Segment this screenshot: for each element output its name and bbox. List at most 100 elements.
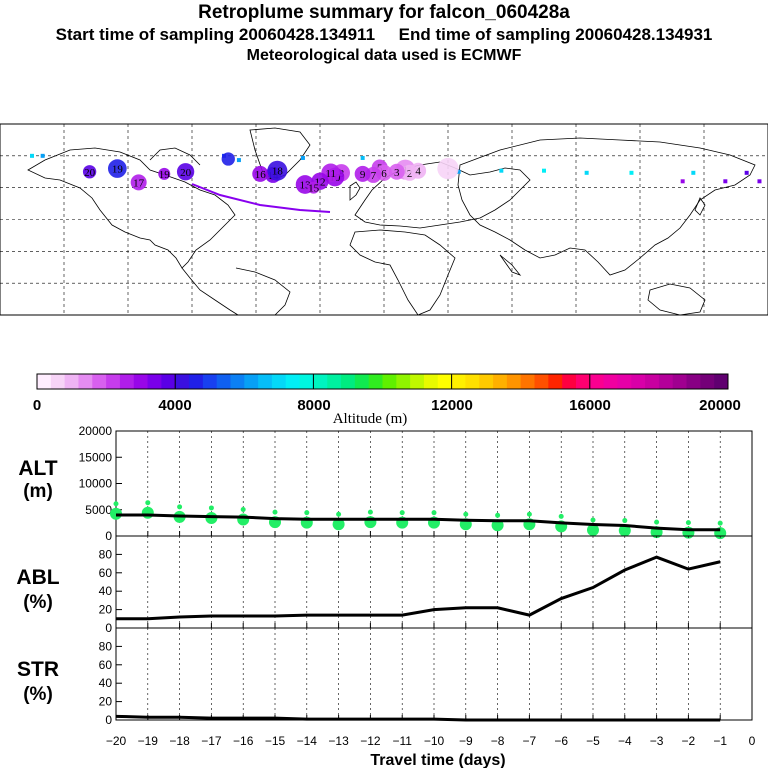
- alt-marker-small: [399, 510, 405, 516]
- y-tick-label: 15000: [79, 450, 113, 464]
- x-tick-label: −7: [523, 734, 537, 748]
- colorbar-ticks: [36, 374, 729, 389]
- plume-point-label: 12: [315, 176, 326, 188]
- plume-dot: [456, 169, 461, 174]
- alt-marker-small: [590, 517, 596, 523]
- retroplume-points: 12345678910111213141516171819201920: [82, 152, 459, 195]
- plume-point-label: 9: [360, 169, 366, 181]
- panel-ylabel-bottom: (m): [23, 481, 53, 502]
- alt-marker: [237, 513, 250, 526]
- y-tick-label: 20: [99, 695, 113, 709]
- plume-dot: [723, 179, 728, 184]
- colorbar-cell: [465, 374, 480, 389]
- colorbar-cell: [92, 374, 107, 389]
- alt-marker-small: [685, 520, 691, 526]
- colorbar-cell: [534, 374, 549, 389]
- alt-marker-small: [463, 511, 469, 517]
- plume-point-label: 20: [84, 167, 96, 179]
- plume-point-label: 16: [255, 169, 267, 181]
- colorbar-cell: [161, 374, 176, 389]
- colorbar-cell: [202, 374, 218, 389]
- cb-label-20000: 20000: [699, 397, 741, 414]
- plume-dot: [30, 153, 34, 158]
- alt-marker: [618, 524, 631, 537]
- sampling-times: Start time of sampling 20060428.134911 E…: [0, 25, 768, 45]
- alt-marker: [332, 518, 345, 531]
- panel-ylabel-bottom: (%): [23, 592, 53, 613]
- colorbar-cell: [548, 374, 563, 389]
- plume-dot: [300, 155, 305, 160]
- panel-str: 0 20 40 60 80 STR (%): [17, 627, 753, 727]
- y-tick-label: 20: [99, 603, 113, 617]
- plume-dot: [40, 153, 45, 158]
- plume-point-label: 19: [159, 169, 171, 181]
- colorbar-cell: [396, 374, 411, 389]
- x-axis-tick-labels: −20 −19 −18 −17 −16 −15 −14 −13 −12 −11 −10 −9 −8 −7−…: [106, 734, 756, 748]
- plume-dot: [236, 158, 241, 163]
- retroplume-point: 4: [410, 162, 427, 179]
- plume-track: [191, 183, 331, 213]
- retroplume-point: 17: [130, 174, 147, 191]
- plume-point-label: 15: [308, 183, 320, 195]
- retroplume-point: 19: [108, 159, 127, 178]
- alt-marker-small: [367, 509, 373, 515]
- panel-abl: 0 20 40 60 80 ABL (%): [16, 535, 753, 635]
- colorbar-cell: [285, 374, 301, 389]
- x-tick-label: −19: [138, 734, 159, 748]
- series-line: [116, 513, 721, 532]
- colorbar-cell: [700, 374, 715, 389]
- alt-marker-small: [208, 505, 214, 511]
- colorbar-cell: [216, 374, 231, 389]
- plume-dot: [691, 170, 696, 175]
- colorbar-cell: [520, 374, 536, 389]
- colorbar-cell: [50, 374, 66, 389]
- colorbar-cell: [506, 374, 522, 389]
- colorbar-cell: [244, 374, 259, 389]
- colorbar-cell: [106, 374, 121, 389]
- time-series-panels: 0 5000 10000 15000 20000 ALT(m) 0 20 40 60 80 ABL (%…: [16, 424, 753, 727]
- colorbar-cell: [64, 374, 79, 389]
- y-tick-label: 5000: [85, 503, 112, 517]
- plume-point-label: 4: [415, 166, 421, 178]
- x-tick-label: −1: [713, 734, 727, 748]
- alt-marker-small: [717, 520, 723, 526]
- cb-label-16000: 16000: [569, 397, 611, 414]
- panel-ylabel-top: ALT: [18, 457, 57, 480]
- alt-marker-small: [113, 501, 119, 507]
- retroplume-point: 9: [354, 165, 371, 182]
- colorbar-cell: [617, 374, 632, 389]
- retroplume-point: 20: [176, 163, 195, 181]
- cb-label-8000: 8000: [297, 397, 330, 414]
- x-tick-label: −12: [360, 734, 381, 748]
- panel-alt: 0 5000 10000 15000 20000 ALT(m): [18, 424, 753, 543]
- y-tick-label: 60: [99, 566, 113, 580]
- colorbar-cell: [423, 374, 439, 389]
- x-axis-label: Travel time (days): [370, 752, 505, 768]
- alt-marker-small: [622, 518, 628, 524]
- colorbar-cells: [37, 374, 729, 389]
- colorbar-cell: [313, 374, 328, 389]
- series-line: [115, 714, 721, 722]
- y-tick-label: 10000: [79, 477, 113, 491]
- y-tick-label: 80: [99, 639, 113, 653]
- y-tick-label: 0: [105, 621, 112, 635]
- y-tick-label: 0: [105, 529, 112, 543]
- plume-point-marker: [130, 174, 147, 191]
- retroplume-point: [437, 157, 459, 180]
- x-tick-label: −14: [297, 734, 318, 748]
- colorbar-cell: [175, 374, 190, 389]
- world-map: 12345678910111213141516171819201920: [0, 123, 768, 316]
- plume-point-marker: [410, 162, 427, 179]
- alt-marker-small: [304, 510, 310, 516]
- colorbar-cell: [562, 374, 577, 389]
- plume-point-marker: [388, 163, 405, 180]
- colorbar-cell: [147, 374, 162, 389]
- x-tick-label: 0: [749, 734, 756, 748]
- plume-dot: [360, 155, 365, 160]
- x-tick-label: −3: [650, 734, 664, 748]
- colorbar-cell: [575, 374, 591, 389]
- colorbar-cell: [603, 374, 618, 389]
- x-tick-label: −18: [169, 734, 190, 748]
- retroplume-point: 3: [388, 163, 405, 180]
- plume-point-marker: [176, 163, 195, 181]
